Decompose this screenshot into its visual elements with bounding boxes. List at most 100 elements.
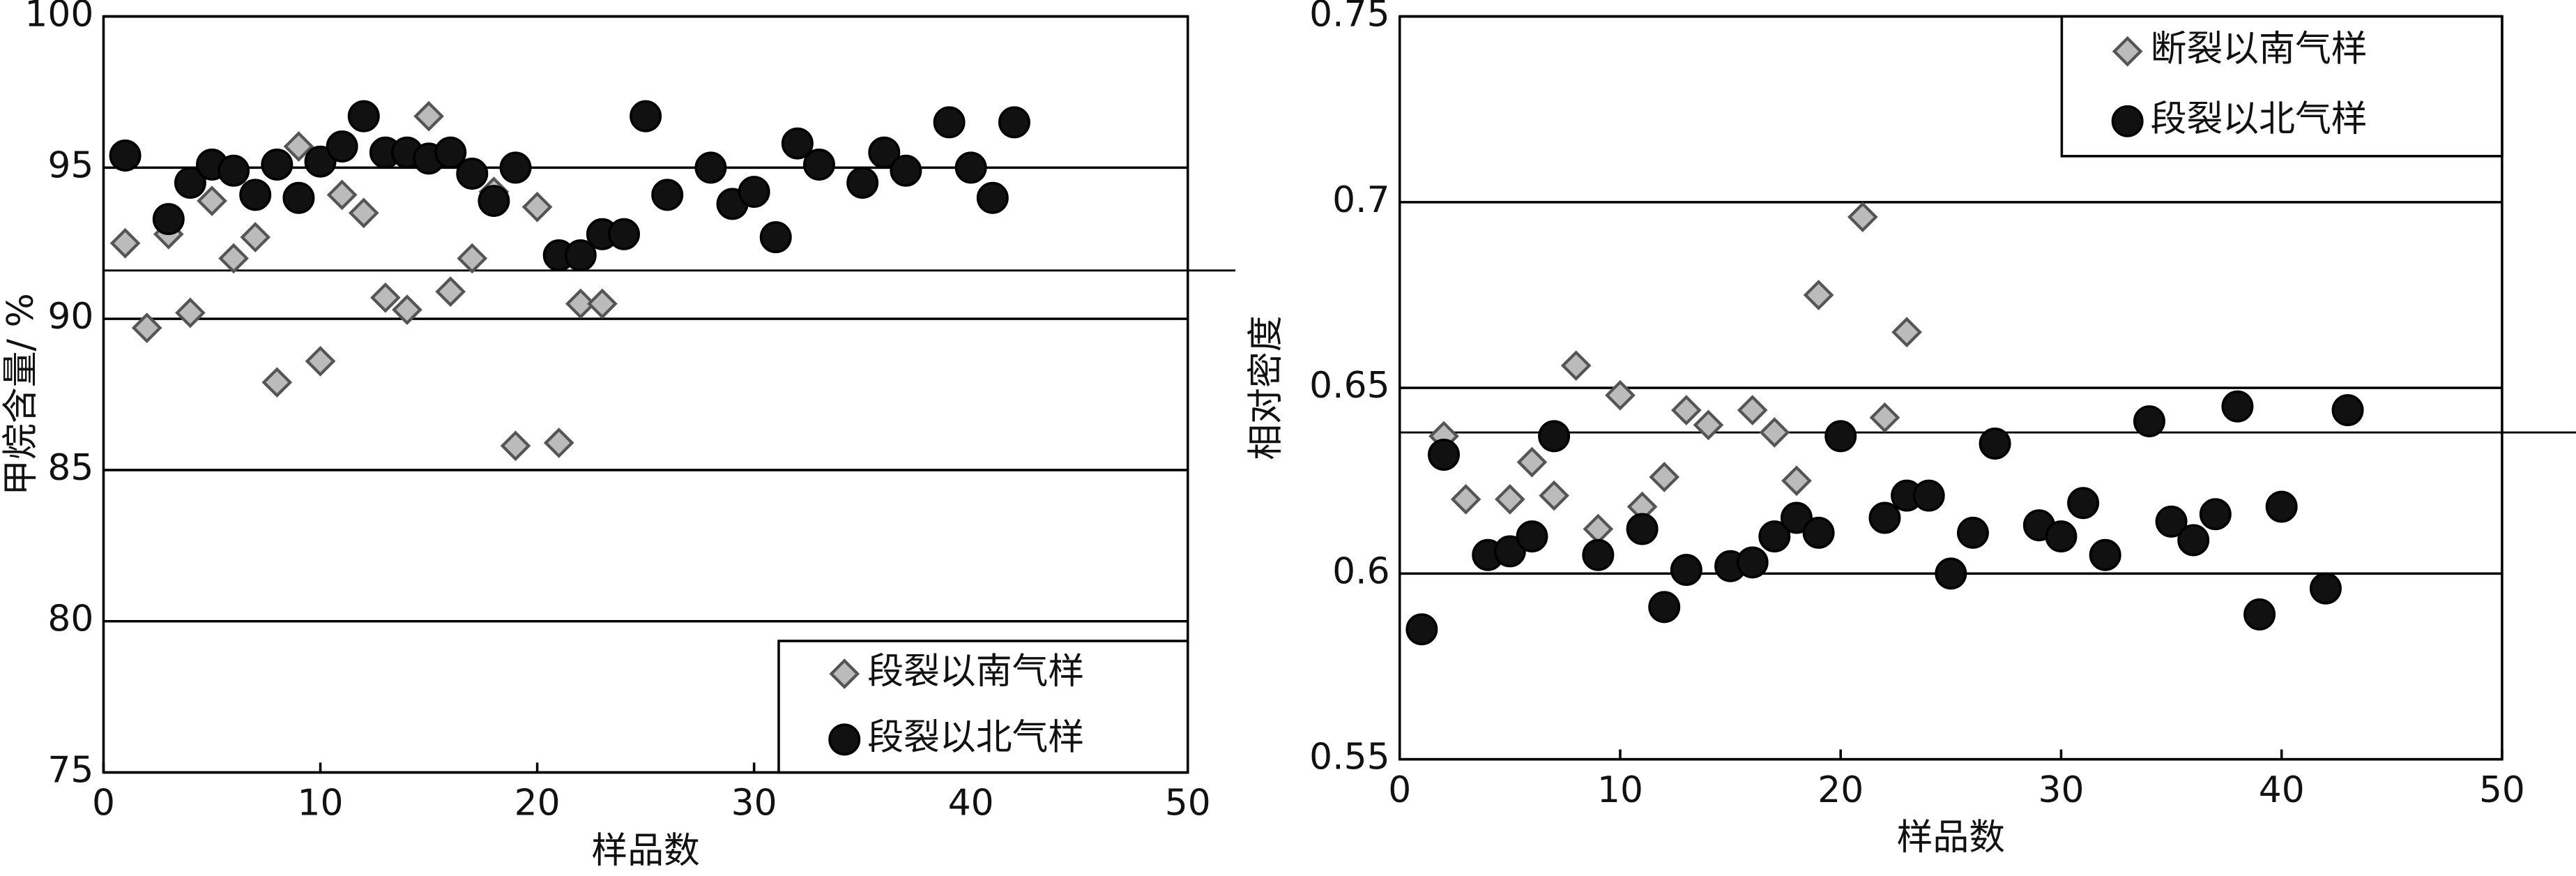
diamond-point <box>1693 409 1724 441</box>
diamond-point <box>1560 350 1592 382</box>
circle-point <box>651 179 684 211</box>
circle-point <box>954 151 987 184</box>
diamond-point <box>109 227 141 259</box>
circle-point <box>1582 538 1615 571</box>
diamond-point <box>261 367 293 398</box>
diamond-point <box>392 294 422 325</box>
circle-point <box>1648 591 1681 624</box>
diamond-point <box>1539 480 1569 511</box>
circle-point <box>2243 598 2276 630</box>
plot-frame <box>1398 15 2503 761</box>
diamond-point <box>457 243 488 274</box>
circle-point <box>456 158 489 190</box>
legend-label: 断裂以南气样 <box>2151 29 2368 70</box>
circle-point <box>1780 501 1813 534</box>
legend-label: 段裂以北气样 <box>867 716 1084 758</box>
x-tick-label: 40 <box>948 783 994 824</box>
diamond-point <box>283 131 314 162</box>
circle-point <box>174 167 206 199</box>
circle-point <box>802 149 835 181</box>
circle-point <box>2045 520 2078 553</box>
circle-point <box>933 106 966 139</box>
x-tick-label: 0 <box>1388 769 1411 811</box>
y-tick-label: 0.7 <box>1332 179 1389 221</box>
circle-point <box>434 136 467 169</box>
circle-point <box>1538 420 1571 453</box>
y-axis-label: 甲烷含量/ % <box>0 293 42 496</box>
circle-point <box>218 154 250 187</box>
x-tick-label: 20 <box>1817 769 1864 811</box>
y-tick-label: 85 <box>47 447 93 489</box>
x-tick-label: 40 <box>2259 769 2305 811</box>
diamond-point <box>1605 379 1636 411</box>
diamond-point <box>1759 417 1790 448</box>
circle-point <box>2133 405 2165 438</box>
circle-point <box>1736 546 1769 579</box>
circle-point <box>2067 487 2100 520</box>
diamond-point <box>413 100 444 132</box>
diamond-point <box>1495 484 1525 515</box>
circle-point <box>1912 479 1945 512</box>
circle-point <box>1824 420 1857 453</box>
diamond-point <box>326 179 358 211</box>
circle-point <box>608 218 640 250</box>
y-tick-label: 0.65 <box>1309 365 1389 407</box>
circle-point <box>2221 390 2254 423</box>
diamond-point <box>348 197 379 229</box>
circle-point <box>1493 535 1526 568</box>
y-tick-label: 90 <box>47 296 93 338</box>
circle-point <box>1758 520 1791 553</box>
circle-point <box>1868 501 1901 534</box>
y-tick-label: 0.55 <box>1309 737 1389 778</box>
circle-point <box>304 145 337 178</box>
circle-point <box>564 239 597 272</box>
diamond-point <box>1781 465 1812 497</box>
circle-point <box>890 154 922 187</box>
diamond-point <box>1803 280 1834 310</box>
circle-point <box>828 723 861 756</box>
circle-point <box>846 167 879 199</box>
y-tick-label: 75 <box>47 750 93 792</box>
y-tick-label: 0.6 <box>1332 550 1389 592</box>
circle-point <box>1428 439 1460 471</box>
y-tick-label: 95 <box>47 144 93 186</box>
diamond-point <box>197 186 227 216</box>
x-tick-label: 30 <box>731 783 777 824</box>
diamond-point <box>1737 395 1768 425</box>
diamond-point <box>500 430 531 462</box>
x-axis-label: 样品数 <box>1897 817 2006 859</box>
circle-point <box>239 179 272 211</box>
circle-point <box>2199 498 2232 531</box>
diamond-point <box>1847 202 1878 232</box>
diamond-point <box>218 243 249 274</box>
circle-point <box>1979 428 2011 460</box>
legend-label: 段裂以南气样 <box>867 651 1084 693</box>
circle-point <box>1956 516 1989 549</box>
circle-point <box>1516 520 1548 553</box>
diamond-point <box>1869 402 1900 433</box>
diamond-point <box>2112 36 2143 67</box>
x-axis-label: 样品数 <box>591 830 700 872</box>
diamond-point <box>1670 395 1702 425</box>
circle-point <box>2155 505 2188 538</box>
diamond-point <box>543 428 574 458</box>
circle-point <box>738 176 770 209</box>
circle-point <box>694 151 727 184</box>
circle-point <box>781 127 814 160</box>
circle-point <box>2265 490 2298 523</box>
diamond-point <box>240 222 271 252</box>
diamond-point <box>587 288 618 319</box>
circle-point <box>1405 613 1438 646</box>
y-tick-label: 0.75 <box>1309 0 1389 36</box>
diamond-point <box>175 297 206 328</box>
diamond-point <box>1450 484 1481 515</box>
circle-point <box>347 100 380 133</box>
diamond-point <box>521 191 553 222</box>
x-tick-label: 10 <box>298 783 344 824</box>
circle-point <box>1626 513 1659 545</box>
circle-point <box>976 181 1009 214</box>
circle-point <box>2089 538 2121 571</box>
x-tick-label: 10 <box>1597 769 1643 811</box>
circle-point <box>868 136 901 169</box>
